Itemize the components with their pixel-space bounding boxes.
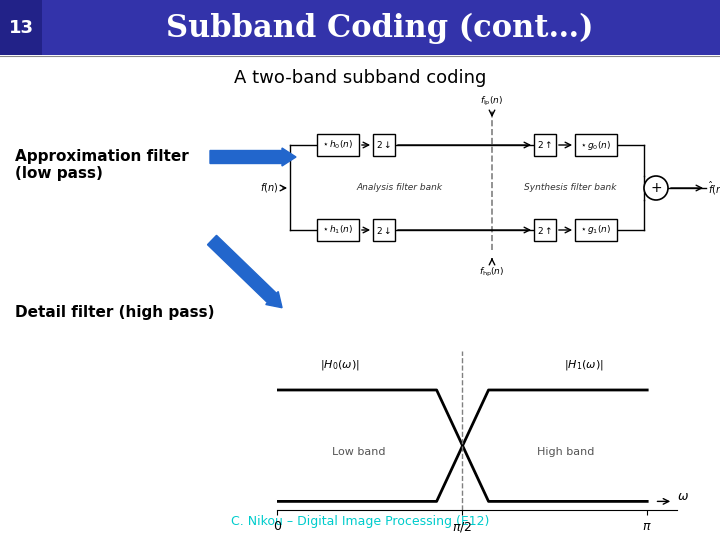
Text: $\omega$: $\omega$	[677, 490, 689, 503]
Bar	[373, 134, 395, 156]
Text: Synthesis filter bank: Synthesis filter bank	[523, 184, 616, 192]
FancyArrow shape	[207, 235, 282, 308]
Text: Low band: Low band	[332, 447, 385, 457]
Bar	[575, 134, 617, 156]
Bar	[317, 134, 359, 156]
Text: $\star\, h_1(n)$: $\star\, h_1(n)$	[323, 224, 354, 237]
Text: $f_{\rm lp}(n)$: $f_{\rm lp}(n)$	[480, 95, 503, 108]
Bar	[534, 219, 556, 241]
Text: A two-band subband coding: A two-band subband coding	[234, 69, 486, 87]
Text: $|H_1(\omega)|$: $|H_1(\omega)|$	[564, 358, 604, 372]
FancyArrow shape	[210, 148, 296, 166]
Text: $\hat{f}(n)$: $\hat{f}(n)$	[708, 179, 720, 197]
Text: $f_{\rm hp}(n)$: $f_{\rm hp}(n)$	[480, 266, 505, 279]
Bar	[575, 219, 617, 241]
Text: $\star\, h_0(n)$: $\star\, h_0(n)$	[323, 139, 354, 151]
Text: $2{\uparrow}$: $2{\uparrow}$	[537, 139, 552, 151]
Text: $2{\downarrow}$: $2{\downarrow}$	[377, 139, 392, 151]
Bar	[0, 0, 42, 55]
Text: Analysis filter bank: Analysis filter bank	[357, 184, 443, 192]
Text: $2{\uparrow}$: $2{\uparrow}$	[537, 225, 552, 235]
Bar	[373, 219, 395, 241]
Text: +: +	[650, 181, 662, 195]
Bar	[317, 219, 359, 241]
Text: Subband Coding (cont…): Subband Coding (cont…)	[166, 12, 594, 44]
Bar	[0, 0, 720, 55]
Text: $|H_0(\omega)|$: $|H_0(\omega)|$	[320, 358, 360, 372]
Text: C. Nikou – Digital Image Processing (E12): C. Nikou – Digital Image Processing (E12…	[231, 516, 489, 529]
Circle shape	[644, 176, 668, 200]
Text: $2{\downarrow}$: $2{\downarrow}$	[377, 225, 392, 235]
Text: $\star\, g_1(n)$: $\star\, g_1(n)$	[580, 224, 611, 237]
Text: High band: High band	[537, 447, 595, 457]
Bar	[534, 134, 556, 156]
Text: $\star\, g_0(n)$: $\star\, g_0(n)$	[580, 138, 611, 152]
Text: Approximation filter
(low pass): Approximation filter (low pass)	[15, 149, 189, 181]
Text: Detail filter (high pass): Detail filter (high pass)	[15, 305, 215, 320]
Text: $f(n)$: $f(n)$	[260, 181, 278, 194]
Text: 13: 13	[9, 19, 34, 37]
